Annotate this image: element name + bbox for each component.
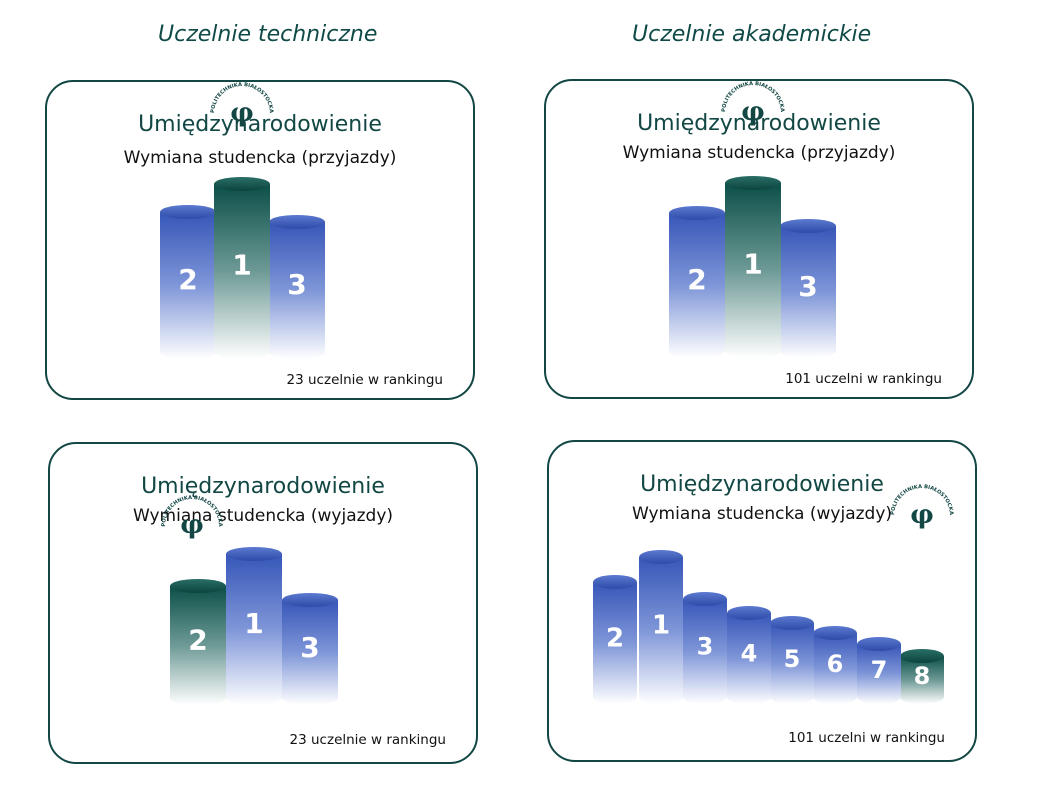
podium-column: 2 xyxy=(160,205,216,359)
logo-glyph: φ xyxy=(741,97,765,127)
column-top xyxy=(725,176,781,190)
logo-glyph: φ xyxy=(180,510,204,540)
rank-number: 3 xyxy=(300,631,319,664)
column-top xyxy=(857,637,901,651)
column-top xyxy=(900,649,944,663)
card-title: Umiędzynarodowienie xyxy=(640,472,884,497)
column-top xyxy=(282,593,338,607)
rank-number: 1 xyxy=(743,247,762,280)
column-body xyxy=(900,656,944,704)
rank-number: 2 xyxy=(188,624,207,657)
rank-number: 3 xyxy=(798,270,817,303)
card-subtitle: Wymiana studencka (wyjazdy) xyxy=(132,506,394,526)
podium-column: 4 xyxy=(727,606,771,704)
column-title-technical: Uczelnie techniczne xyxy=(158,22,378,47)
column-top xyxy=(160,205,216,219)
column-body xyxy=(725,183,781,358)
card-note: 23 uczelnie w rankingu xyxy=(289,732,446,748)
column-body xyxy=(282,600,338,705)
logo-glyph: φ xyxy=(230,98,254,128)
podium-column: 1 xyxy=(214,177,270,359)
column-body xyxy=(593,582,637,704)
podium-column: 2 xyxy=(593,575,637,704)
card-note: 101 uczelni w rankingu xyxy=(785,371,942,387)
rank-number: 2 xyxy=(178,263,197,296)
podium-column: 2 xyxy=(669,206,725,358)
podium-column: 2 xyxy=(170,579,226,705)
column-top xyxy=(813,626,857,640)
podium-column: 1 xyxy=(725,176,781,358)
rank-number: 5 xyxy=(784,645,801,673)
card-title: Umiędzynarodowienie xyxy=(138,112,382,137)
column-body xyxy=(857,644,901,704)
column-body xyxy=(639,557,683,704)
card-subtitle: Wymiana studencka (przyjazdy) xyxy=(622,143,896,163)
column-top xyxy=(226,547,282,561)
podium-column: 3 xyxy=(269,215,325,359)
column-body xyxy=(160,212,216,359)
podium-column: 1 xyxy=(639,550,683,704)
card-subtitle: Wymiana studencka (wyjazdy) xyxy=(631,504,893,524)
rank-number: 7 xyxy=(871,656,888,684)
card-academic-incoming: Umiędzynarodowienie Wymiana studencka (p… xyxy=(544,79,974,399)
rank-number: 2 xyxy=(687,263,706,296)
podium-column: 3 xyxy=(780,219,836,358)
column-top xyxy=(214,177,270,191)
rank-number: 1 xyxy=(244,607,263,640)
podium-column: 5 xyxy=(770,616,814,704)
column-body xyxy=(269,222,325,359)
column-body xyxy=(727,613,771,704)
podium-column: 6 xyxy=(813,626,857,704)
column-top xyxy=(170,579,226,593)
column-top xyxy=(269,215,325,229)
column-body xyxy=(669,213,725,358)
column-body xyxy=(683,599,727,704)
card-title: Umiędzynarodowienie xyxy=(637,111,881,136)
card-technical-outgoing: Umiędzynarodowienie Wymiana studencka (w… xyxy=(48,442,478,764)
card-note: 23 uczelnie w rankingu xyxy=(286,372,443,388)
podium-column: 1 xyxy=(226,547,282,705)
rank-number: 1 xyxy=(232,248,251,281)
card-title: Umiędzynarodowienie xyxy=(141,474,385,499)
column-title-academic: Uczelnie akademickie xyxy=(632,22,872,47)
rank-number: 4 xyxy=(741,640,758,668)
podium-column: 8 xyxy=(900,649,944,704)
rank-number: 6 xyxy=(827,650,844,678)
podium-column: 3 xyxy=(282,593,338,705)
column-body xyxy=(780,226,836,358)
column-top xyxy=(770,616,814,630)
column-top xyxy=(669,206,725,220)
rank-number: 3 xyxy=(287,268,306,301)
card-academic-outgoing: Umiędzynarodowienie Wymiana studencka (w… xyxy=(547,440,977,762)
column-top xyxy=(639,550,683,564)
podium-column: 7 xyxy=(857,637,901,704)
column-top xyxy=(683,592,727,606)
rank-number: 1 xyxy=(652,610,670,640)
column-body xyxy=(170,586,226,705)
card-note: 101 uczelni w rankingu xyxy=(788,730,945,746)
card-subtitle: Wymiana studencka (przyjazdy) xyxy=(123,148,397,168)
column-top xyxy=(727,606,771,620)
podium-column: 3 xyxy=(683,592,727,704)
rank-number: 8 xyxy=(914,662,931,690)
card-technical-incoming: Umiędzynarodowienie Wymiana studencka (p… xyxy=(45,80,475,400)
rank-number: 3 xyxy=(697,632,714,660)
column-body xyxy=(214,184,270,359)
column-top xyxy=(780,219,836,233)
column-body xyxy=(813,633,857,704)
column-body xyxy=(770,623,814,704)
column-body xyxy=(226,554,282,705)
logo-glyph: φ xyxy=(910,500,934,530)
column-top xyxy=(593,575,637,589)
rank-number: 2 xyxy=(606,623,624,653)
